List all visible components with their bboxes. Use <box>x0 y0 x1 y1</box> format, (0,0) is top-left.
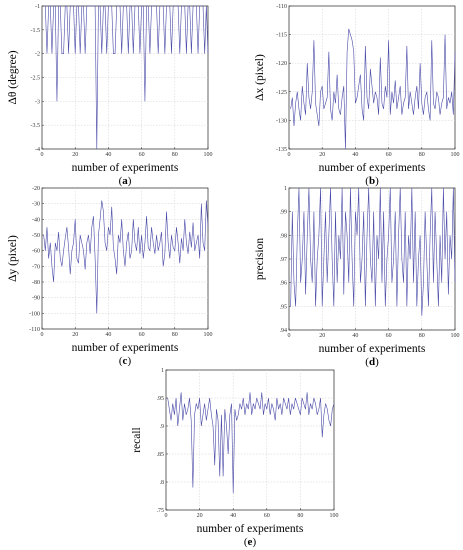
series-line <box>290 187 456 316</box>
x-tick-label: 40 <box>352 333 358 339</box>
x-tick-label: 40 <box>352 152 358 158</box>
x-tick-label: 80 <box>297 513 303 519</box>
chart-d: 0 20 40 60 80 100 .94 .95 .96 .97 .98 .99 1 number of… <box>254 186 460 368</box>
x-tick-label: 100 <box>204 152 213 158</box>
y-tick-label: -4 <box>35 147 40 153</box>
x-tick-label: 100 <box>451 333 460 339</box>
x-tick-label: 20 <box>72 152 78 158</box>
y-tick-label: .95 <box>157 396 165 402</box>
x-tick-label: 0 <box>165 513 168 519</box>
y-tick-label: -60 <box>32 249 40 255</box>
plot-area <box>165 369 335 511</box>
x-tick-label: 100 <box>204 332 213 338</box>
panel-label: (b) <box>365 175 379 187</box>
y-tick-label: -40 <box>32 217 40 223</box>
y-tick-label: -2.5 <box>31 76 41 82</box>
x-axis-label: number of experiments <box>319 162 426 174</box>
y-tick-label: .95 <box>280 304 288 310</box>
x-tick-label: 100 <box>451 152 460 158</box>
y-tick-label: -3.5 <box>31 123 41 129</box>
chart-c: 0 20 40 60 80 100 -110 -100 -90 -80 -70 -60 -50 -40 -3… <box>7 186 213 367</box>
y-axis-label: Δθ (degree) <box>7 50 19 104</box>
x-axis-label: number of experiments <box>72 162 179 174</box>
y-tick-label: .97 <box>280 257 288 263</box>
y-tick-label: -3 <box>35 99 40 105</box>
x-tick-label: 0 <box>288 333 291 339</box>
x-tick-label: 20 <box>319 152 325 158</box>
y-axis-label: precision <box>254 238 266 280</box>
y-tick-label: -125 <box>276 90 287 96</box>
y-tick-label: .85 <box>157 452 165 458</box>
x-tick-label: 0 <box>41 332 44 338</box>
y-tick-label: .75 <box>157 508 165 514</box>
x-tick-label: 80 <box>419 333 425 339</box>
x-tick-label: 40 <box>105 152 111 158</box>
panel-label: (a) <box>119 175 132 187</box>
y-tick-label: -100 <box>29 311 40 317</box>
x-tick-label: 60 <box>386 152 392 158</box>
x-tick-label: 20 <box>197 513 203 519</box>
x-tick-label: 0 <box>288 152 291 158</box>
y-tick-label: -135 <box>276 147 287 153</box>
y-tick-label: -50 <box>32 233 40 239</box>
x-tick-label: 60 <box>139 332 145 338</box>
y-tick-label: -1 <box>35 4 40 10</box>
panel-label: (d) <box>365 356 379 368</box>
y-tick-label: 1 <box>161 368 164 374</box>
chart-e: 0 20 40 60 80 100 .75 .8 .85 .9 .95 1 number of expe… <box>131 368 339 548</box>
y-tick-label: .98 <box>280 233 288 239</box>
series-line <box>167 392 335 494</box>
panel-label: (e) <box>244 536 257 548</box>
y-tick-label: -80 <box>32 280 40 286</box>
panel-label: (c) <box>119 355 132 367</box>
plot-area <box>288 5 456 150</box>
x-axis-label: number of experiments <box>72 342 179 354</box>
x-tick-label: 40 <box>105 332 111 338</box>
y-tick-label: 1 <box>284 186 287 192</box>
series-line <box>290 28 456 150</box>
y-tick-label: -30 <box>32 202 40 208</box>
y-tick-label: -110 <box>29 327 40 333</box>
y-tick-label: -110 <box>276 4 287 10</box>
x-axis-label: number of experiments <box>197 523 304 535</box>
x-tick-label: 0 <box>41 152 44 158</box>
y-tick-label: .94 <box>280 328 288 334</box>
chart-a: 0 20 40 60 80 100 -4 -3.5 -3 -2.5 -2 -1.5 -1 number o… <box>7 4 213 187</box>
plot-area <box>41 187 209 330</box>
y-tick-label: -90 <box>32 296 40 302</box>
x-tick-label: 20 <box>319 333 325 339</box>
x-tick-label: 80 <box>172 152 178 158</box>
chart-b: 0 20 40 60 80 100 -135 -130 -125 -120 -115 -110 numb… <box>254 4 460 187</box>
x-tick-label: 60 <box>139 152 145 158</box>
y-tick-label: .99 <box>280 210 288 216</box>
y-tick-label: .9 <box>160 424 165 430</box>
x-tick-label: 80 <box>419 152 425 158</box>
y-axis-label: Δx (pixel) <box>254 54 266 101</box>
x-tick-label: 20 <box>72 332 78 338</box>
y-tick-label: -115 <box>276 33 287 39</box>
x-tick-label: 60 <box>264 513 270 519</box>
y-tick-label: -2 <box>35 52 40 58</box>
y-tick-label: -20 <box>32 186 40 192</box>
x-tick-label: 80 <box>172 332 178 338</box>
y-tick-label: .8 <box>160 480 165 486</box>
x-axis-label: number of experiments <box>319 343 426 355</box>
y-tick-label: -120 <box>276 61 287 67</box>
y-tick-label: -1.5 <box>31 28 41 34</box>
y-tick-label: -70 <box>32 264 40 270</box>
y-tick-label: .96 <box>280 281 288 287</box>
series-line <box>43 5 209 150</box>
x-tick-label: 60 <box>386 333 392 339</box>
x-tick-label: 40 <box>230 513 236 519</box>
y-axis-label: Δy (pixel) <box>7 235 19 282</box>
y-tick-label: -130 <box>276 118 287 124</box>
series-line <box>43 200 209 314</box>
y-axis-label: recall <box>131 427 143 453</box>
x-tick-label: 100 <box>330 513 339 519</box>
